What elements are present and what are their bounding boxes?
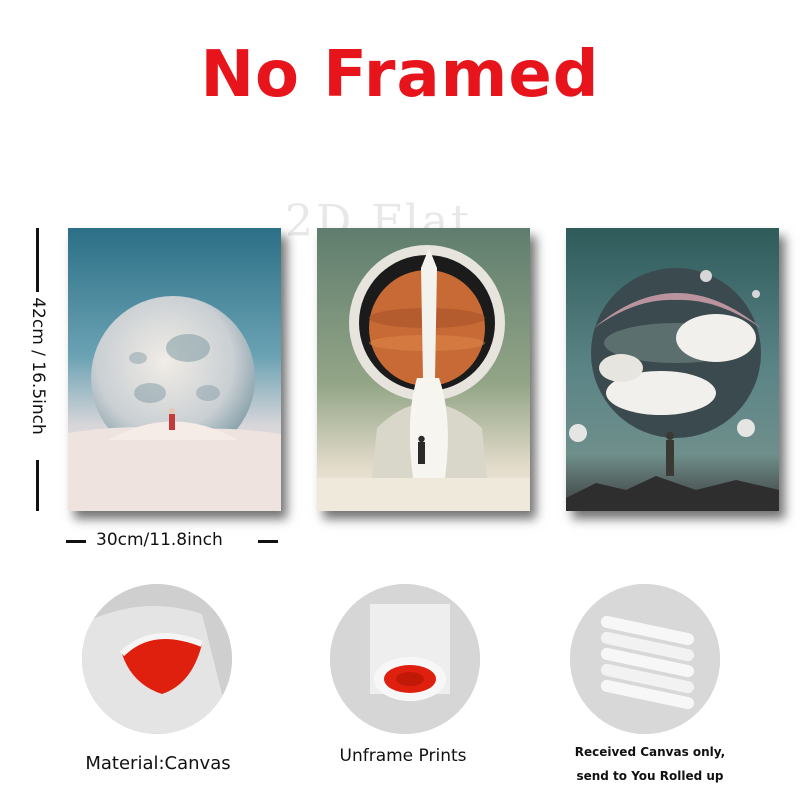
caption-received-line1: Received Canvas only, [574, 745, 726, 759]
width-bar-left [66, 540, 86, 543]
width-dimension: 30cm/11.8inch [66, 528, 286, 554]
print-cloud-art [566, 268, 779, 511]
print-helmet-art [317, 245, 530, 511]
caption-unframe: Unframe Prints [339, 746, 467, 766]
width-label: 30cm/11.8inch [96, 530, 223, 550]
caption-material: Material:Canvas [85, 753, 231, 774]
rolled-canvases-photo [570, 584, 720, 734]
print-moon-art [68, 296, 281, 511]
cloud-shape [676, 314, 756, 362]
caption-received-line2: send to You Rolled up [576, 769, 724, 783]
rocket-shape [421, 248, 437, 378]
print-moon [68, 228, 281, 511]
height-bar-top [36, 228, 39, 292]
height-dimension: 42cm / 16.5inch [20, 228, 56, 511]
print-cloud-planet [566, 228, 779, 511]
roll-art [330, 584, 480, 734]
figure-shape [418, 442, 425, 464]
canvas-inner-red [122, 636, 202, 694]
height-label: 42cm / 16.5inch [28, 297, 48, 435]
width-bar-right [258, 540, 278, 543]
snow-ground [68, 427, 281, 511]
rocket-smoke [409, 378, 448, 478]
mountains-shape [566, 476, 779, 511]
height-bar-bottom [36, 460, 39, 511]
rolled-tubes-art [570, 584, 720, 734]
canvas-material-photo [82, 584, 232, 734]
canvas-curl-art [82, 584, 232, 734]
figure-shape [666, 440, 674, 476]
caption-received: Received Canvas only, send to You Rolled… [560, 740, 740, 788]
print-helmet-rocket [317, 228, 530, 511]
page-title: No Framed [200, 38, 600, 112]
figure-shape [169, 414, 175, 430]
moon-shape [91, 296, 255, 460]
unframed-roll-photo [330, 584, 480, 734]
